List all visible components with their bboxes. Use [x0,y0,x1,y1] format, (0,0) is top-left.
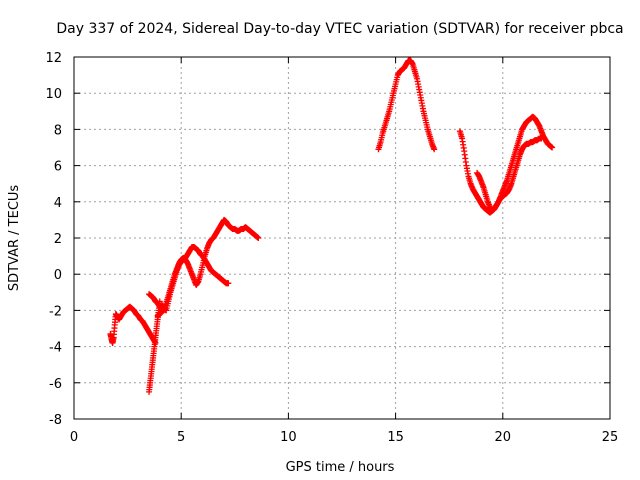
x-tick-label: 5 [177,430,185,445]
y-tick-label: 2 [54,232,62,247]
data-point [538,135,545,142]
y-tick-label: -2 [49,304,62,319]
y-tick-label: 6 [54,160,62,175]
y-tick-label: 0 [54,268,62,283]
data-points [107,57,556,395]
y-tick-label: -8 [49,413,62,428]
chart-title: Day 337 of 2024, Sidereal Day-to-day VTE… [56,21,623,37]
x-tick-label: 25 [602,430,619,445]
series-arc-5 [375,57,438,153]
data-point [431,146,438,153]
y-tick-label: 4 [54,196,62,211]
x-axis-label: GPS time / hours [286,460,395,475]
series-arc-4 [154,216,262,319]
axis-ticks [73,56,611,420]
y-tick-label: 8 [54,123,62,138]
y-tick-labels: -8 -6 -4 -2 0 2 4 6 8 10 12 [45,51,62,428]
series-arc-6 [456,113,556,216]
y-axis-label: SDTVAR / TECUs [7,185,22,292]
data-point [549,144,556,151]
series-arc-3 [146,244,232,314]
data-point [255,235,262,241]
series-arc-7 [474,135,545,214]
y-tick-label: 10 [45,87,62,102]
x-tick-labels: 0 5 10 15 20 25 [70,430,618,445]
y-tick-label: 12 [45,51,62,66]
x-tick-label: 20 [495,430,512,445]
y-tick-label: -6 [49,377,62,392]
y-tick-label: -4 [49,341,62,356]
x-tick-label: 0 [70,430,78,445]
data-point [225,280,232,287]
x-tick-label: 15 [387,430,404,445]
x-tick-label: 10 [280,430,297,445]
